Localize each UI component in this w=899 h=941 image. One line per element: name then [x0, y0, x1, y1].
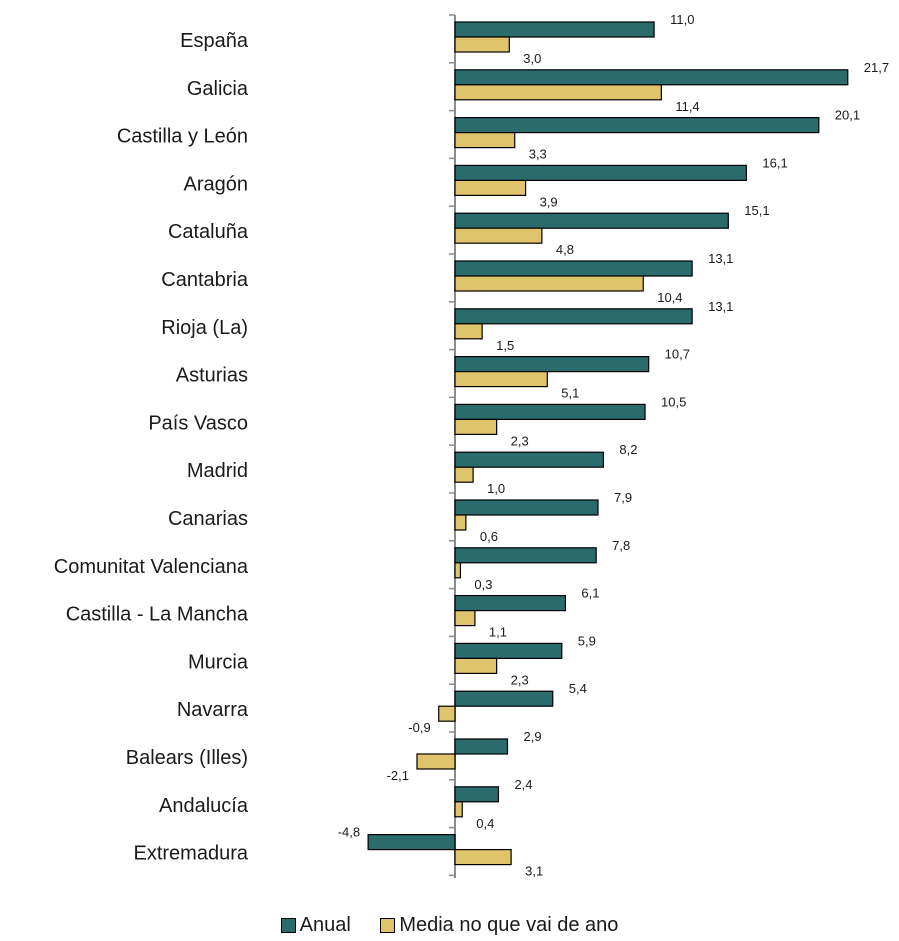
value-label-anual: 20,1 — [835, 108, 860, 123]
value-label-media: -0,9 — [408, 720, 430, 735]
value-label-media: 3,0 — [523, 51, 541, 66]
legend-swatch-media — [380, 918, 396, 933]
category-label: Rioja (La) — [161, 317, 248, 339]
value-label-media: 1,5 — [496, 338, 514, 353]
value-label-media: 4,8 — [556, 242, 574, 257]
legend-label-media: Media no que vai de ano — [399, 914, 619, 936]
value-label-anual: 6,1 — [581, 586, 599, 601]
legend-label-anual: Anual — [299, 914, 351, 936]
value-label-media: 5,1 — [561, 386, 579, 401]
category-label: Andalucía — [159, 795, 249, 817]
bar-anual — [454, 308, 693, 325]
category-label: Cantabria — [161, 269, 249, 291]
category-label: Asturias — [176, 365, 248, 387]
category-label: Castilla y León — [117, 126, 248, 148]
value-label-anual: 11,0 — [670, 12, 694, 27]
bar-media — [438, 705, 456, 722]
category-label: Navarra — [177, 699, 249, 721]
value-label-anual: 7,8 — [612, 538, 630, 553]
bar-media — [454, 36, 510, 53]
category-label: Murcia — [188, 651, 249, 673]
value-label-media: -2,1 — [387, 768, 409, 783]
category-label: Castilla - La Mancha — [66, 604, 249, 626]
bar-media — [454, 275, 644, 292]
bar-anual — [454, 786, 500, 803]
bar-anual — [454, 642, 563, 660]
legend-item-media: Media no que vai de ano — [380, 914, 618, 937]
value-label-media: 3,9 — [540, 194, 558, 209]
bar-anual — [454, 738, 509, 755]
bar-anual — [454, 164, 748, 181]
category-label: Madrid — [187, 460, 248, 482]
value-label-media: 3,1 — [525, 864, 543, 879]
category-label: Cataluña — [168, 221, 249, 243]
value-label-media: 1,0 — [487, 481, 505, 496]
bar-media — [454, 848, 512, 866]
bar-anual — [454, 690, 554, 707]
legend: Anual Media no que vai de ano — [0, 914, 899, 939]
value-label-anual: 10,5 — [661, 394, 686, 409]
bar-anual — [454, 356, 650, 373]
bar-media — [416, 753, 456, 770]
bar-anual — [367, 833, 456, 851]
value-label-anual: 15,1 — [744, 203, 769, 218]
bar-media — [454, 562, 462, 579]
value-label-media: 0,3 — [474, 577, 492, 592]
bar-anual — [454, 212, 729, 229]
bar-media — [454, 179, 527, 196]
category-label: Galicia — [187, 78, 249, 100]
bar-media — [454, 466, 474, 483]
value-label-anual: 7,9 — [614, 490, 632, 505]
value-label-anual: 13,1 — [708, 251, 733, 266]
bar-anual — [454, 499, 599, 516]
category-label: Balears (Illes) — [126, 747, 248, 769]
bar-anual — [454, 403, 646, 420]
bar-anual — [454, 21, 655, 38]
bar-media — [454, 132, 516, 149]
value-label-media: 0,4 — [476, 816, 494, 831]
value-label-anual: 2,9 — [523, 729, 541, 744]
bar-anual — [454, 116, 820, 134]
value-label-anual: 10,7 — [665, 347, 690, 362]
value-label-media: 1,1 — [489, 625, 507, 640]
value-label-anual: 8,2 — [619, 442, 637, 457]
bar-anual — [454, 260, 693, 277]
bar-media — [454, 418, 498, 435]
value-label-anual: 5,9 — [578, 633, 596, 648]
bar-media — [454, 609, 476, 627]
value-label-media: 11,4 — [675, 99, 699, 114]
legend-item-anual: Anual — [280, 914, 351, 937]
category-label: Aragón — [184, 173, 249, 195]
value-label-media: 2,3 — [511, 672, 529, 687]
value-label-anual: -4,8 — [338, 825, 360, 840]
bar-media — [454, 323, 483, 340]
value-label-anual: 16,1 — [762, 155, 787, 170]
value-label-media: 10,4 — [657, 290, 682, 305]
bar-anual — [454, 69, 849, 86]
category-label: España — [180, 30, 249, 52]
legend-swatch-anual — [280, 918, 296, 933]
bar-anual — [454, 594, 567, 612]
bar-media — [454, 227, 543, 244]
bar-anual — [454, 547, 597, 564]
bar-media — [454, 514, 467, 531]
value-label-anual: 13,1 — [708, 299, 733, 314]
bar-media — [454, 801, 463, 818]
category-label: País Vasco — [148, 412, 248, 434]
category-label: Canarias — [168, 508, 248, 530]
value-label-anual: 21,7 — [864, 60, 889, 75]
value-label-media: 3,3 — [529, 147, 547, 162]
value-label-anual: 2,4 — [514, 777, 532, 792]
value-label-media: 2,3 — [511, 433, 529, 448]
value-label-anual: 5,4 — [569, 681, 587, 696]
bar-anual — [454, 451, 605, 468]
bar-media — [454, 371, 548, 388]
bar-media — [454, 84, 662, 101]
category-label: Extremadura — [134, 843, 249, 865]
value-label-media: 0,6 — [480, 529, 498, 544]
bar-media — [454, 657, 498, 675]
category-label: Comunitat Valenciana — [54, 556, 249, 578]
